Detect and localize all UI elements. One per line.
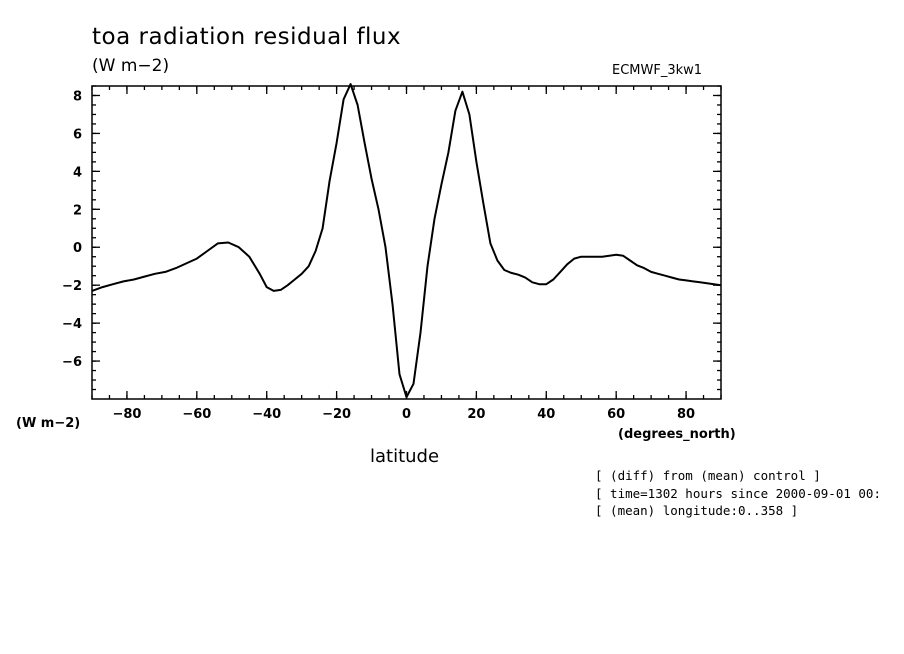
- x-tick-label: 20: [467, 407, 485, 422]
- model-label: ECMWF_3kw1: [612, 63, 703, 78]
- y-tick-label: −6: [62, 355, 82, 370]
- y-tick-label: −2: [62, 279, 82, 294]
- y-axis-units-label: (W m−2): [16, 416, 81, 431]
- plot-frame: [91, 85, 722, 400]
- y-tick-label: −4: [62, 317, 82, 332]
- y-tick-label: 8: [73, 89, 82, 104]
- y-tick-label: 2: [73, 203, 82, 218]
- x-tick-label: 40: [537, 407, 555, 422]
- x-tick-label: 60: [607, 407, 625, 422]
- title-units-label: (W m−2): [92, 56, 170, 76]
- x-tick-label: 80: [677, 407, 695, 422]
- y-tick-label: 4: [73, 165, 82, 180]
- x-axis-label: latitude: [370, 446, 440, 467]
- x-axis-units-label: (degrees_north): [618, 427, 736, 442]
- x-tick-label: −60: [182, 407, 211, 422]
- note-time: [ time=1302 hours since 2000-09-01 00:: [595, 486, 881, 501]
- x-tick-label: −80: [112, 407, 141, 422]
- y-tick-label: 6: [73, 127, 82, 142]
- note-diff: [ (diff) from (mean) control ]: [595, 468, 821, 483]
- series-line: [91, 83, 722, 399]
- x-tick-label: −40: [252, 407, 281, 422]
- x-tick-label: −20: [322, 407, 351, 422]
- axis-ticks: [91, 85, 722, 399]
- chart-title: toa radiation residual flux: [92, 24, 402, 50]
- y-tick-label: 0: [73, 241, 82, 256]
- x-tick-label: 0: [402, 407, 411, 422]
- note-longitude: [ (mean) longitude:0..358 ]: [595, 503, 799, 518]
